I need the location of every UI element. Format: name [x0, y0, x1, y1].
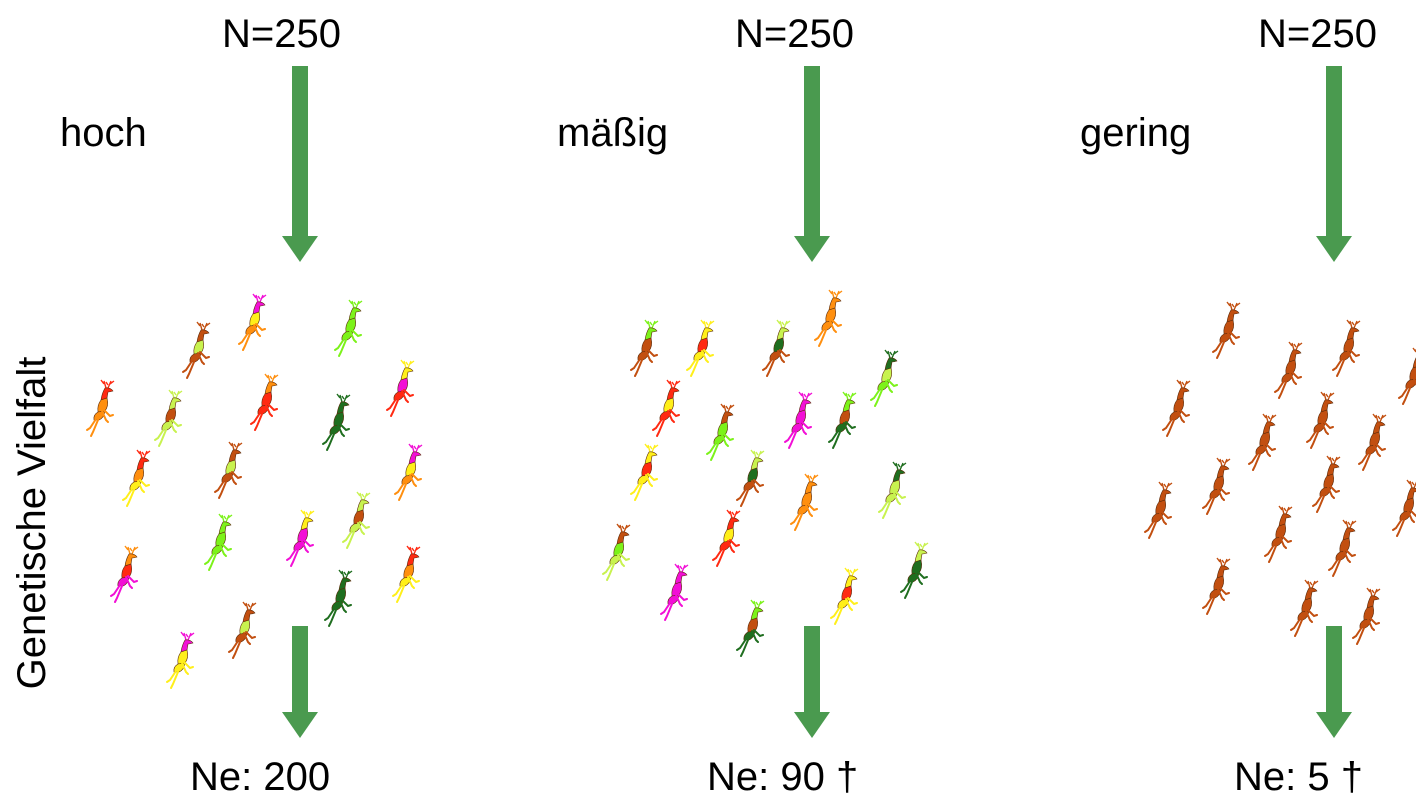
- effective-population-label: Ne: 90 †: [707, 755, 859, 799]
- deer-icon: [790, 473, 819, 531]
- outgoing-arrow: [794, 626, 830, 738]
- outgoing-arrow: [1316, 626, 1352, 738]
- deer-icon: [736, 599, 765, 657]
- incoming-arrow: [794, 66, 830, 262]
- deer-icon: [324, 569, 353, 627]
- deer-icon: [214, 441, 243, 499]
- deer-icon: [870, 349, 899, 407]
- deer-icon: [1392, 479, 1416, 537]
- deer-icon: [1352, 587, 1381, 645]
- deer-icon: [784, 391, 813, 449]
- deer-icon: [286, 509, 315, 567]
- deer-icon: [878, 461, 907, 519]
- population-label: N=250: [735, 12, 854, 56]
- incoming-arrow: [282, 66, 318, 262]
- deer-icon: [1202, 557, 1231, 615]
- deer-icon: [392, 545, 421, 603]
- effective-population-label: Ne: 200: [190, 755, 331, 799]
- category-label: gering: [1080, 111, 1192, 155]
- deer-icon: [166, 631, 195, 689]
- deer-icon: [238, 293, 267, 351]
- deer-icon: [1358, 413, 1387, 471]
- population-label: N=250: [1258, 12, 1377, 56]
- deer-icon: [660, 563, 689, 621]
- deer-icon: [394, 443, 423, 501]
- deer-icon: [712, 509, 741, 567]
- deer-icon: [602, 523, 631, 581]
- category-label: mäßig: [557, 111, 669, 155]
- deer-icon: [814, 289, 843, 347]
- deer-icon: [630, 443, 659, 501]
- deer-icon: [322, 393, 351, 451]
- population-label: N=250: [222, 12, 341, 56]
- deer-icon: [1306, 391, 1335, 449]
- deer-icon: [386, 359, 415, 417]
- deer-icon: [86, 379, 115, 437]
- deer-icon: [630, 319, 659, 377]
- deer-icon: [1312, 455, 1341, 513]
- deer-icon: [736, 449, 765, 507]
- deer-icon: [706, 403, 735, 461]
- deer-icon: [228, 601, 257, 659]
- deer-icon: [1332, 319, 1361, 377]
- deer-icon: [1264, 505, 1293, 563]
- deer-icon: [204, 513, 233, 571]
- deer-icon: [122, 449, 151, 507]
- deer-icon: [1398, 347, 1416, 405]
- y-axis-label: Genetische Vielfalt: [10, 356, 54, 690]
- deer-icon: [652, 379, 681, 437]
- deer-icon: [342, 491, 371, 549]
- effective-population-label: Ne: 5 †: [1234, 755, 1363, 799]
- deer-icon: [900, 541, 929, 599]
- deer-icon: [828, 391, 857, 449]
- deer-icon: [1328, 519, 1357, 577]
- deer-icon: [762, 319, 791, 377]
- deer-icon: [1248, 413, 1277, 471]
- incoming-arrow: [1316, 66, 1352, 262]
- deer-icon: [1202, 457, 1231, 515]
- deer-icon: [1162, 379, 1191, 437]
- deer-icon: [154, 389, 183, 447]
- deer-icon: [250, 373, 279, 431]
- deer-icon: [686, 319, 715, 377]
- deer-icon: [1274, 341, 1303, 399]
- deer-icon: [1212, 301, 1241, 359]
- deer-icon: [110, 545, 139, 603]
- outgoing-arrow: [282, 626, 318, 738]
- deer-icon: [182, 321, 211, 379]
- category-label: hoch: [60, 111, 147, 155]
- deer-icon: [334, 299, 363, 357]
- deer-icon: [1290, 579, 1319, 637]
- deer-icon: [830, 567, 859, 625]
- deer-icon: [1144, 481, 1173, 539]
